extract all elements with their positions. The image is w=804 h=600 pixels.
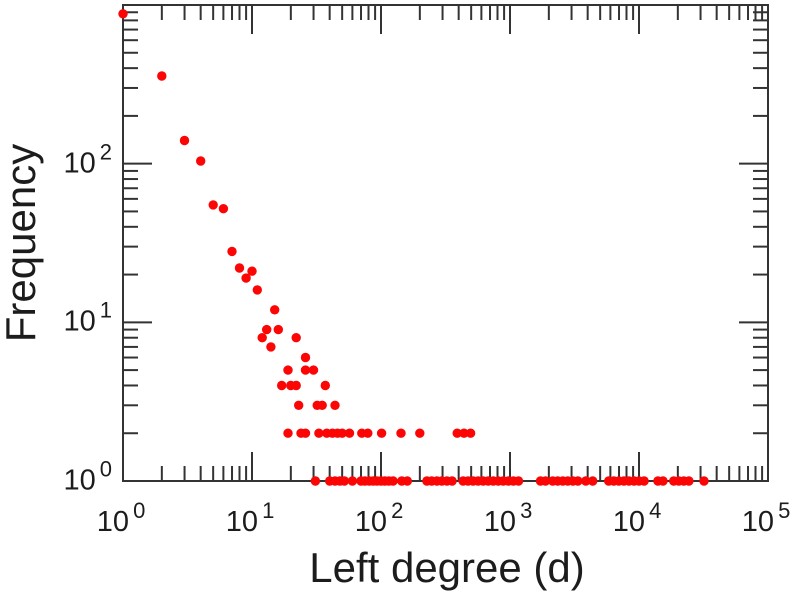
x-tick-label: 10 5 [741,498,791,538]
data-point [344,428,355,438]
data-point [196,156,206,166]
data-point [573,476,583,486]
data-point [241,273,251,283]
data-point [459,428,469,438]
y-tick-label: 10 1 [63,297,112,338]
data-point [684,476,694,486]
data-points [118,9,709,486]
data-point [588,476,598,486]
data-point [308,365,319,375]
x-tick-label: 10 1 [225,498,275,538]
data-point [270,305,280,315]
data-point [337,428,347,438]
data-point [415,428,425,438]
data-point [363,428,373,438]
data-point [179,135,190,146]
data-point [320,380,330,391]
data-point [273,324,283,335]
data-point [277,380,287,391]
data-point [639,476,649,486]
data-point [347,476,358,486]
data-point [658,476,668,486]
x-tick-label: 10 2 [354,498,404,538]
data-point [452,428,462,438]
x-tick-label: 10 0 [96,498,146,538]
data-point [300,428,311,438]
data-point [513,476,524,486]
data-point [330,400,340,410]
data-point [283,365,293,375]
data-point [218,204,229,214]
data-point [294,400,304,410]
data-point [300,352,311,363]
axis-ticks [122,4,769,482]
data-point [310,476,321,486]
x-axis-label: Left degree (d) [309,544,585,591]
data-point [540,476,551,486]
data-point [247,266,257,276]
data-point [317,400,327,410]
data-point [699,476,709,486]
y-axis-label: Frequency [0,143,44,343]
data-point [262,324,272,335]
data-point [581,476,591,486]
data-point [157,71,167,81]
data-point [339,476,350,486]
x-tick-label: 10 4 [612,498,662,538]
data-point [447,476,457,486]
data-point [465,428,476,438]
frame-rect [122,4,769,482]
data-point [257,333,267,343]
data-point [283,428,293,438]
y-tick-label: 10 2 [63,139,112,180]
data-point [266,342,276,352]
data-point [396,428,406,438]
data-point [402,476,412,486]
data-point [252,285,262,295]
y-tick-label: 10 0 [63,456,112,497]
data-point [208,200,218,210]
data-point [118,9,128,19]
x-tick-label: 10 3 [483,498,533,538]
data-point [300,365,311,375]
data-point [314,428,324,438]
data-point [388,476,398,486]
data-point [234,263,245,273]
data-point [376,428,387,438]
data-point [227,246,237,257]
data-point [291,333,301,343]
data-point [291,380,301,391]
plot-frame [122,4,769,482]
